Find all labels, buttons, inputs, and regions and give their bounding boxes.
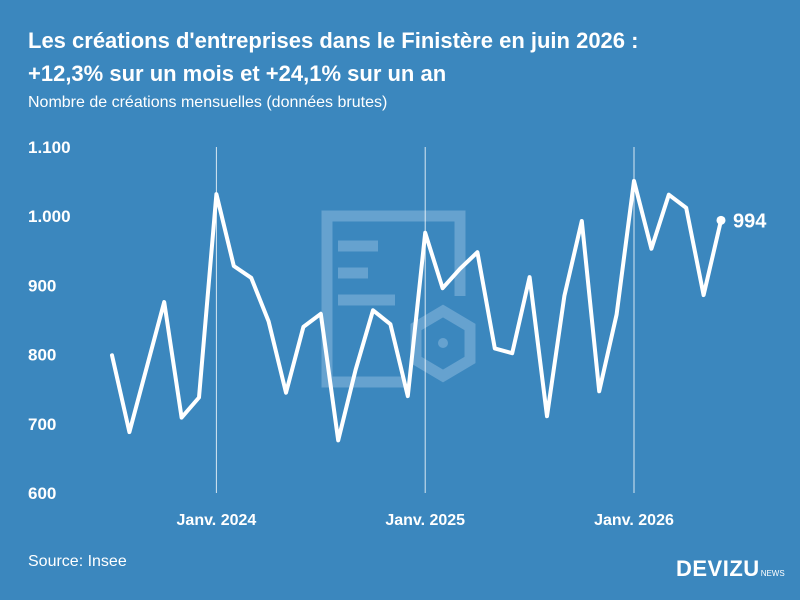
- y-tick-label: 1.100: [28, 138, 71, 157]
- last-value-label: 994: [733, 210, 767, 232]
- y-tick-label: 900: [28, 276, 56, 295]
- brand-suffix: NEWS: [760, 569, 785, 578]
- chart-title-line-2: +12,3% sur un mois et +24,1% sur un an: [28, 61, 447, 86]
- chart-title-line-1: Les créations d'entreprises dans le Fini…: [28, 28, 639, 53]
- brand-name: DEVIZU: [676, 556, 760, 581]
- source-note: Source: Insee: [28, 553, 127, 570]
- x-tick-label: Janv. 2026: [594, 512, 674, 529]
- x-tick-label: Janv. 2024: [177, 512, 257, 529]
- brand-logo: DEVIZUNEWS: [676, 556, 785, 582]
- y-tick-label: 800: [28, 346, 56, 365]
- y-tick-label: 600: [28, 484, 56, 503]
- chart-title: Les créations d'entreprises dans le Fini…: [28, 24, 788, 90]
- chart-subtitle: Nombre de créations mensuelles (données …: [28, 94, 388, 111]
- last-point: [716, 215, 726, 225]
- y-tick-label: 700: [28, 415, 56, 434]
- series-line: [110, 178, 723, 443]
- x-tick-label: Janv. 2025: [385, 512, 465, 529]
- y-tick-label: 1.000: [28, 207, 71, 226]
